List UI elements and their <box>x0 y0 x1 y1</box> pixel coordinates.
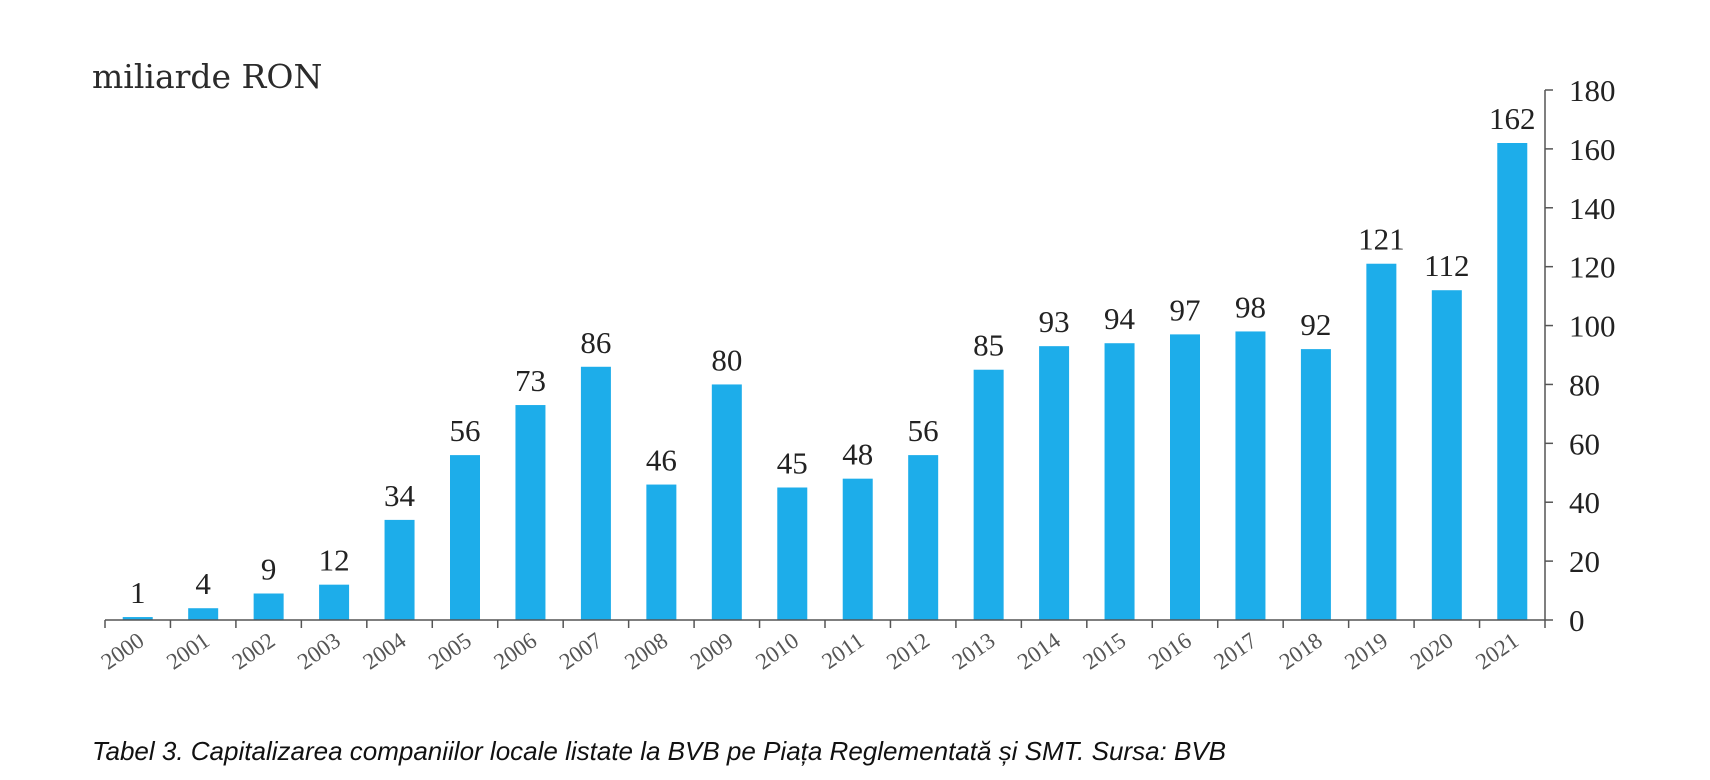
data-label-2017: 98 <box>1235 289 1266 324</box>
x-tick-label-2009: 2009 <box>686 628 738 675</box>
bar-2009 <box>711 384 742 620</box>
y-tick-label-180: 180 <box>1569 73 1616 108</box>
data-label-2012: 56 <box>908 413 939 448</box>
bar-2011 <box>842 478 873 620</box>
bar-2006 <box>515 405 546 620</box>
bar-2018 <box>1300 349 1331 620</box>
x-tick-label-2021: 2021 <box>1471 628 1523 675</box>
x-tick-label-2017: 2017 <box>1209 628 1261 675</box>
data-label-2001: 4 <box>195 566 211 601</box>
bar-2015 <box>1104 343 1135 620</box>
y-tick-label-120: 120 <box>1569 250 1616 285</box>
bar-2020 <box>1431 290 1462 620</box>
x-tick-label-2011: 2011 <box>817 628 868 674</box>
x-tick-label-2012: 2012 <box>882 628 934 675</box>
bar-2001 <box>188 608 219 620</box>
x-tick-label-2020: 2020 <box>1406 628 1458 675</box>
data-label-2002: 9 <box>261 552 277 587</box>
data-label-2009: 80 <box>711 342 742 377</box>
data-label-2004: 34 <box>384 478 416 513</box>
y-tick-label-160: 160 <box>1569 132 1616 167</box>
data-label-2011: 48 <box>842 437 873 472</box>
x-tick-label-2010: 2010 <box>751 628 803 675</box>
x-tick-label-2008: 2008 <box>620 628 672 675</box>
y-tick-label-60: 60 <box>1569 426 1600 461</box>
bar-2004 <box>384 519 415 620</box>
x-tick-label-2006: 2006 <box>489 628 541 675</box>
x-tick-label-2018: 2018 <box>1275 628 1327 675</box>
bar-2007 <box>580 366 611 620</box>
data-label-2003: 12 <box>319 543 350 578</box>
data-label-2021: 162 <box>1489 101 1536 136</box>
x-tick-label-2013: 2013 <box>947 628 999 675</box>
bar-2013 <box>973 369 1004 620</box>
bar-2002 <box>253 593 284 620</box>
data-label-2007: 86 <box>580 325 611 360</box>
figure-caption: Tabel 3. Capitalizarea companiilor local… <box>92 736 1226 766</box>
x-axis: 2000 2001 2002 2003 2004 2005 2006 2007 2008 2009… <box>97 619 1546 675</box>
data-label-2019: 121 <box>1358 222 1405 257</box>
data-label-2015: 94 <box>1104 301 1136 336</box>
x-tick-label-2001: 2001 <box>162 628 214 675</box>
y-tick-label-20: 20 <box>1569 544 1600 579</box>
bar-2005 <box>450 455 480 620</box>
data-label-2016: 97 <box>1170 292 1201 327</box>
x-tick-label-2015: 2015 <box>1078 628 1130 675</box>
bar-2008 <box>646 484 677 620</box>
bar-chart: miliarde RON 1 4 9 12 34 56 73 86 46 80 45 48 56 85 93… <box>92 57 1616 675</box>
x-tick-label-2007: 2007 <box>555 628 607 675</box>
data-label-2018: 92 <box>1300 307 1331 342</box>
bar-2010 <box>777 487 808 620</box>
bar-2016 <box>1170 334 1200 620</box>
bar-2003 <box>319 584 350 620</box>
data-label-2005: 56 <box>450 413 481 448</box>
bar-2000 <box>122 617 153 620</box>
y-tick-label-140: 140 <box>1569 191 1616 226</box>
x-tick-label-2000: 2000 <box>97 628 149 675</box>
y-tick-label-100: 100 <box>1569 309 1616 344</box>
data-label-2006: 73 <box>515 363 546 398</box>
data-label-2013: 85 <box>973 328 1004 363</box>
bar-2019 <box>1366 263 1397 620</box>
data-label-2020: 112 <box>1424 248 1469 283</box>
bar-2021 <box>1497 143 1528 620</box>
bar-2017 <box>1235 331 1266 620</box>
bar-2014 <box>1039 346 1070 620</box>
y-tick-label-0: 0 <box>1569 603 1585 638</box>
x-tick-label-2019: 2019 <box>1340 628 1392 675</box>
bars-group <box>122 143 1528 620</box>
bar-2012 <box>908 455 939 620</box>
x-tick-label-2002: 2002 <box>227 628 279 675</box>
y-tick-label-80: 80 <box>1569 367 1600 402</box>
x-tick-label-2016: 2016 <box>1144 628 1196 675</box>
y-tick-label-40: 40 <box>1569 485 1600 520</box>
x-tick-label-2004: 2004 <box>358 627 410 674</box>
x-tick-label-2014: 2014 <box>1013 627 1065 674</box>
data-label-2008: 46 <box>646 443 677 478</box>
y-axis: 0 20 40 60 80 100 120 140 160 180 <box>1544 73 1616 638</box>
data-label-2010: 45 <box>777 446 808 481</box>
x-tick-label-2003: 2003 <box>293 628 345 675</box>
data-label-2014: 93 <box>1039 304 1070 339</box>
unit-label: miliarde RON <box>92 57 322 96</box>
data-labels-group: 1 4 9 12 34 56 73 86 46 80 45 48 56 85 93 94 97 98 92 121 11… <box>130 101 1536 610</box>
x-tick-label-2005: 2005 <box>424 628 476 675</box>
data-label-2000: 1 <box>130 575 146 610</box>
